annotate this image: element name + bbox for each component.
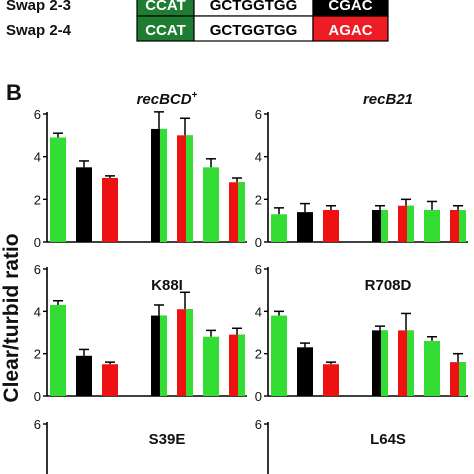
y-tick-label: 6	[255, 107, 262, 122]
sequence-text: AGAC	[328, 22, 372, 39]
bar	[323, 364, 339, 396]
bar-accent	[186, 309, 193, 396]
bar	[203, 167, 219, 242]
sequence-text: GCTGGTGG	[210, 22, 298, 39]
panel-title: K88I	[151, 277, 183, 294]
sequence-text: GCTGGTGG	[210, 0, 298, 14]
y-tick-label: 4	[34, 150, 41, 165]
bar-accent	[459, 210, 466, 242]
panel-title-superscript: +	[192, 90, 198, 101]
sequence-cell	[193, 15, 314, 42]
bar-accent	[381, 330, 388, 396]
bar	[271, 214, 287, 242]
chart-panel: 0 2 4 6 recB21	[255, 91, 468, 250]
bar-accent	[238, 182, 245, 242]
bar	[50, 137, 66, 242]
y-tick-label: 6	[34, 417, 41, 432]
y-tick-label: 2	[255, 192, 262, 207]
panel-title: recBCD+	[137, 90, 198, 108]
bar	[50, 304, 66, 396]
bar-accent	[186, 135, 193, 242]
bar	[297, 347, 313, 396]
bar-accent	[238, 334, 245, 396]
y-axis-label: Clear/turbid ratio	[0, 233, 23, 402]
y-tick-label: 2	[255, 347, 262, 362]
bar-accent	[160, 128, 167, 242]
chart-panel: 0 2 4 6 R708D	[255, 262, 468, 404]
panel-letter: B	[6, 80, 22, 105]
bar	[271, 315, 287, 396]
y-tick-label: 0	[255, 389, 262, 404]
chart-panel: 0 2 4 6 recBCD+	[34, 90, 247, 250]
chart-panel: 6 L64S	[255, 417, 406, 474]
panel-title: R708D	[365, 277, 412, 294]
panel-title: recB21	[363, 91, 413, 108]
bar-accent	[160, 315, 167, 396]
y-tick-label: 6	[34, 262, 41, 277]
bar-accent	[407, 330, 414, 396]
bar	[76, 355, 92, 396]
charts: 0 2 4 6 recBCD+ 0 2 4 6 recB21 0 2 4 6 K88I 0 2 4 6 R708D 6 S…	[34, 90, 468, 474]
panel-title: S39E	[149, 431, 186, 448]
bar-accent	[459, 362, 466, 396]
y-tick-label: 2	[34, 347, 41, 362]
y-tick-label: 6	[255, 262, 262, 277]
y-tick-label: 4	[255, 304, 262, 319]
y-tick-label: 6	[34, 107, 41, 122]
bar	[203, 336, 219, 396]
y-tick-label: 2	[34, 192, 41, 207]
y-tick-label: 0	[34, 389, 41, 404]
y-tick-label: 0	[34, 235, 41, 250]
sequence-cell	[136, 15, 195, 42]
chart-panel: 6 S39E	[34, 417, 186, 474]
sequence-text: CCAT	[145, 22, 186, 39]
bar	[102, 364, 118, 396]
y-tick-label: 4	[34, 304, 41, 319]
panel-title: L64S	[370, 431, 406, 448]
bar	[102, 178, 118, 242]
bar	[424, 210, 440, 242]
bar-accent	[381, 210, 388, 242]
bar	[76, 167, 92, 242]
row-label: Swap 2-4	[6, 22, 72, 39]
sequence-text: CCAT	[145, 0, 186, 14]
y-tick-label: 0	[255, 235, 262, 250]
bar	[323, 210, 339, 242]
sequence-cell	[312, 15, 389, 42]
y-tick-label: 4	[255, 150, 262, 165]
chart-panel: 0 2 4 6 K88I	[34, 262, 247, 404]
sequence-text: CGAC	[328, 0, 372, 14]
row-label: Swap 2-3	[6, 0, 71, 14]
sequence-table: Swap 2-3 CCAT GCTGGTGG CGAC Swap 2-4 CCAT GCTG…	[6, 0, 389, 42]
y-tick-label: 6	[255, 417, 262, 432]
bar-accent	[407, 205, 414, 242]
bar	[297, 212, 313, 242]
bar	[424, 340, 440, 396]
